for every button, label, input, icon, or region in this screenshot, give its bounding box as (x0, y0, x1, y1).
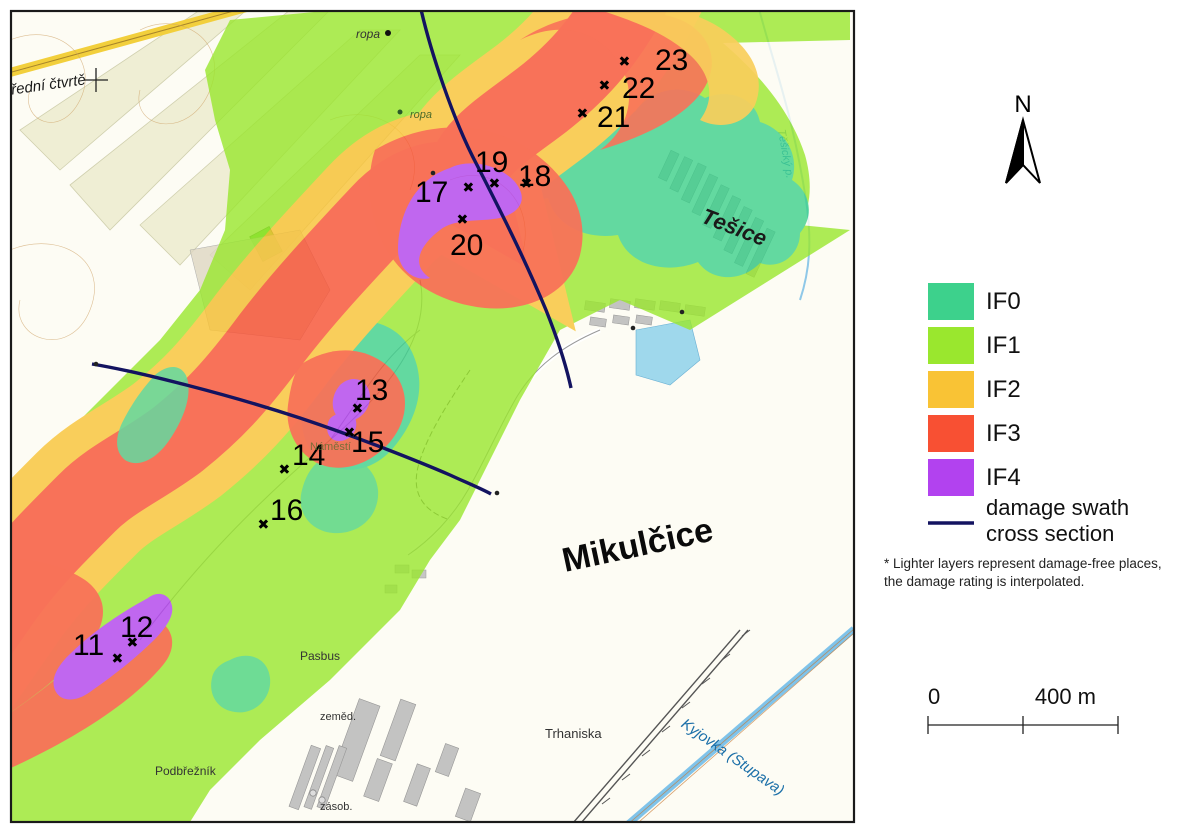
svg-text:the damage rating is interpola: the damage rating is interpolated. (884, 574, 1084, 589)
svg-text:17: 17 (415, 176, 448, 209)
svg-text:×: × (458, 211, 467, 228)
svg-text:×: × (490, 175, 499, 192)
svg-text:×: × (620, 53, 629, 70)
svg-text:damage swath: damage swath (986, 495, 1129, 520)
svg-text:Pasbus: Pasbus (300, 649, 340, 663)
svg-text:Trhaniska: Trhaniska (545, 726, 602, 741)
svg-text:20: 20 (450, 229, 483, 262)
svg-text:* Lighter layers represent dam: * Lighter layers represent damage-free p… (884, 556, 1162, 571)
svg-text:×: × (522, 175, 531, 192)
svg-text:×: × (128, 634, 137, 651)
svg-text:Náměstí: Náměstí (310, 441, 351, 453)
svg-text:×: × (600, 77, 609, 94)
svg-text:×: × (113, 650, 122, 667)
svg-text:×: × (353, 400, 362, 417)
svg-text:ropa: ropa (410, 109, 432, 121)
svg-text:11: 11 (73, 629, 104, 662)
svg-text:×: × (464, 179, 473, 196)
svg-text:21: 21 (597, 101, 630, 134)
svg-text:IF1: IF1 (986, 332, 1021, 359)
svg-text:23: 23 (655, 44, 688, 77)
svg-text:N: N (1014, 91, 1031, 118)
svg-text:×: × (345, 424, 354, 441)
svg-text:IF2: IF2 (986, 376, 1021, 403)
svg-text:16: 16 (270, 494, 303, 527)
svg-text:zeměd.: zeměd. (320, 711, 356, 723)
svg-text:Podbřežník: Podbřežník (155, 764, 217, 778)
svg-text:×: × (259, 516, 268, 533)
svg-text:15: 15 (351, 426, 384, 459)
svg-text:0: 0 (928, 684, 940, 709)
svg-text:ropa: ropa (356, 27, 380, 41)
svg-text:IF3: IF3 (986, 420, 1021, 447)
svg-text:×: × (578, 105, 587, 122)
svg-text:400 m: 400 m (1035, 684, 1096, 709)
svg-text:IF4: IF4 (986, 464, 1021, 491)
svg-text:IF0: IF0 (986, 288, 1021, 315)
svg-text:×: × (280, 461, 289, 478)
svg-text:cross section: cross section (986, 521, 1114, 546)
svg-text:zásob.: zásob. (320, 801, 352, 813)
